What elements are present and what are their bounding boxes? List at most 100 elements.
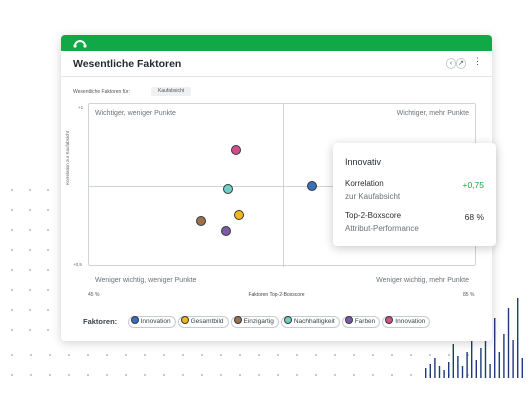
decorative-dot — [46, 308, 50, 312]
check-circle-icon — [233, 316, 242, 325]
decorative-dot — [105, 353, 109, 357]
decorative-dot — [28, 208, 32, 212]
filter-label: Wesentliche Faktoren für: — [73, 89, 130, 95]
decorative-dot — [46, 228, 50, 232]
legend: Faktoren: Innovation Gesamtbild Einzigarti… — [83, 313, 432, 328]
decorative-bar — [448, 362, 450, 378]
legend-chip-label: Innovation — [140, 317, 171, 325]
quadrant-label-bottom-right: Weniger wichtig, mehr Punkte — [376, 277, 469, 284]
expand-button[interactable]: ↗ — [456, 58, 466, 69]
legend-chip-gesamtbild-1[interactable]: Gesamtbild — [177, 315, 229, 328]
filter-select[interactable]: Kaufabsicht — [151, 87, 192, 96]
decorative-dot — [238, 353, 242, 357]
decorative-bar — [521, 358, 523, 378]
decorative-dot — [333, 373, 337, 377]
legend-chip-label: Innovation — [395, 317, 426, 325]
scatter-point-einzigartig-2[interactable] — [195, 216, 206, 227]
decorative-dot — [86, 353, 90, 357]
decorative-dot — [181, 373, 185, 377]
scatter-point-innovation-5[interactable] — [231, 144, 242, 155]
decorative-dot — [10, 288, 14, 292]
decorative-bar — [434, 358, 436, 378]
decorative-dot — [371, 353, 375, 357]
quadrant-label-top-left: Wichtiger, weniger Punkte — [95, 110, 176, 117]
quadrant-divider-vertical — [283, 104, 284, 267]
decorative-dot — [295, 353, 299, 357]
scatter-point-nachhaltigkeit-3[interactable] — [222, 183, 233, 194]
decorative-bar — [494, 318, 496, 378]
ellipsis-arch-logo-icon — [73, 40, 87, 48]
decorative-dot — [314, 373, 318, 377]
decorative-dot — [28, 288, 32, 292]
decorative-dot — [28, 268, 32, 272]
decorative-bar — [498, 352, 500, 378]
legend-chip-innovation-0[interactable]: Innovation — [127, 315, 176, 328]
tooltip-metric2-sub: Attribut-Performance — [345, 224, 419, 233]
decorative-dot — [124, 373, 128, 377]
card-header: Wesentliche Faktoren ‹ ↗ ⋮ — [61, 51, 492, 77]
decorative-dot — [10, 353, 14, 357]
decorative-bar — [452, 344, 454, 378]
decorative-dot — [28, 248, 32, 252]
decorative-dot — [86, 373, 90, 377]
decorative-dot — [10, 308, 14, 312]
tooltip-metric2-label: Top-2-Boxscore — [345, 211, 402, 220]
decorative-dot — [143, 353, 147, 357]
decorative-dot — [257, 373, 261, 377]
tooltip-metric2-value: 68 % — [464, 212, 484, 222]
point-tooltip: Innovativ Korrelation zur Kaufabsicht +0… — [333, 143, 496, 246]
decorative-bar — [480, 348, 482, 378]
decorative-dot — [352, 373, 356, 377]
decorative-dot — [371, 373, 375, 377]
x-tick-min: 45 % — [88, 292, 100, 298]
decorative-bar — [457, 356, 459, 378]
decorative-dot — [10, 188, 14, 192]
brand-bar — [61, 35, 492, 51]
decorative-dot — [28, 228, 32, 232]
decorative-dot — [200, 353, 204, 357]
decorative-dot — [67, 353, 71, 357]
decorative-dot — [447, 353, 451, 357]
decorative-dot — [276, 373, 280, 377]
decorative-bar — [471, 338, 473, 378]
decorative-dot — [219, 353, 223, 357]
legend-chip-einzigartig-2[interactable]: Einzigartig — [230, 315, 279, 328]
more-menu-icon[interactable]: ⋮ — [473, 56, 482, 66]
legend-chip-farben-4[interactable]: Farben — [341, 315, 381, 328]
decorative-dot — [219, 373, 223, 377]
legend-chip-nachhaltigkeit-3[interactable]: Nachhaltigkeit — [280, 315, 340, 328]
collapse-icon: ‹ — [449, 60, 453, 67]
tooltip-metric1-label: Korrelation — [345, 179, 384, 188]
collapse-button[interactable]: ‹ — [446, 58, 456, 69]
scatter-point-innovation-0[interactable] — [307, 180, 318, 191]
page-title: Wesentliche Faktoren — [73, 58, 182, 70]
decorative-dot — [46, 248, 50, 252]
decorative-dot — [10, 328, 14, 332]
legend-chip-label: Farben — [354, 317, 376, 325]
legend-chip-label: Nachhaltigkeit — [293, 317, 335, 325]
decorative-dot — [46, 268, 50, 272]
decorative-dot — [314, 353, 318, 357]
decorative-dot — [10, 208, 14, 212]
check-circle-icon — [130, 316, 139, 325]
decorative-dot — [143, 373, 147, 377]
expand-icon: ↗ — [458, 60, 464, 67]
decorative-dot — [10, 248, 14, 252]
decorative-dot — [428, 353, 432, 357]
decorative-dot — [10, 373, 14, 377]
decorative-bar — [484, 326, 487, 378]
decorative-dot — [162, 353, 166, 357]
decorative-bar — [517, 298, 519, 378]
scatter-point-farben-4[interactable] — [220, 226, 231, 237]
decorative-bar — [429, 364, 431, 378]
legend-chip-innovation-5[interactable]: Innovation — [382, 315, 431, 328]
tooltip-title: Innovativ — [345, 157, 382, 167]
scatter-point-gesamtbild-1[interactable] — [234, 209, 245, 220]
decorative-bar — [438, 366, 441, 378]
decorative-bar — [507, 308, 510, 378]
decorative-dot — [295, 373, 299, 377]
tooltip-metric1-sub: zur Kaufabsicht — [345, 192, 401, 201]
decorative-dot — [200, 373, 204, 377]
decorative-dot — [352, 353, 356, 357]
